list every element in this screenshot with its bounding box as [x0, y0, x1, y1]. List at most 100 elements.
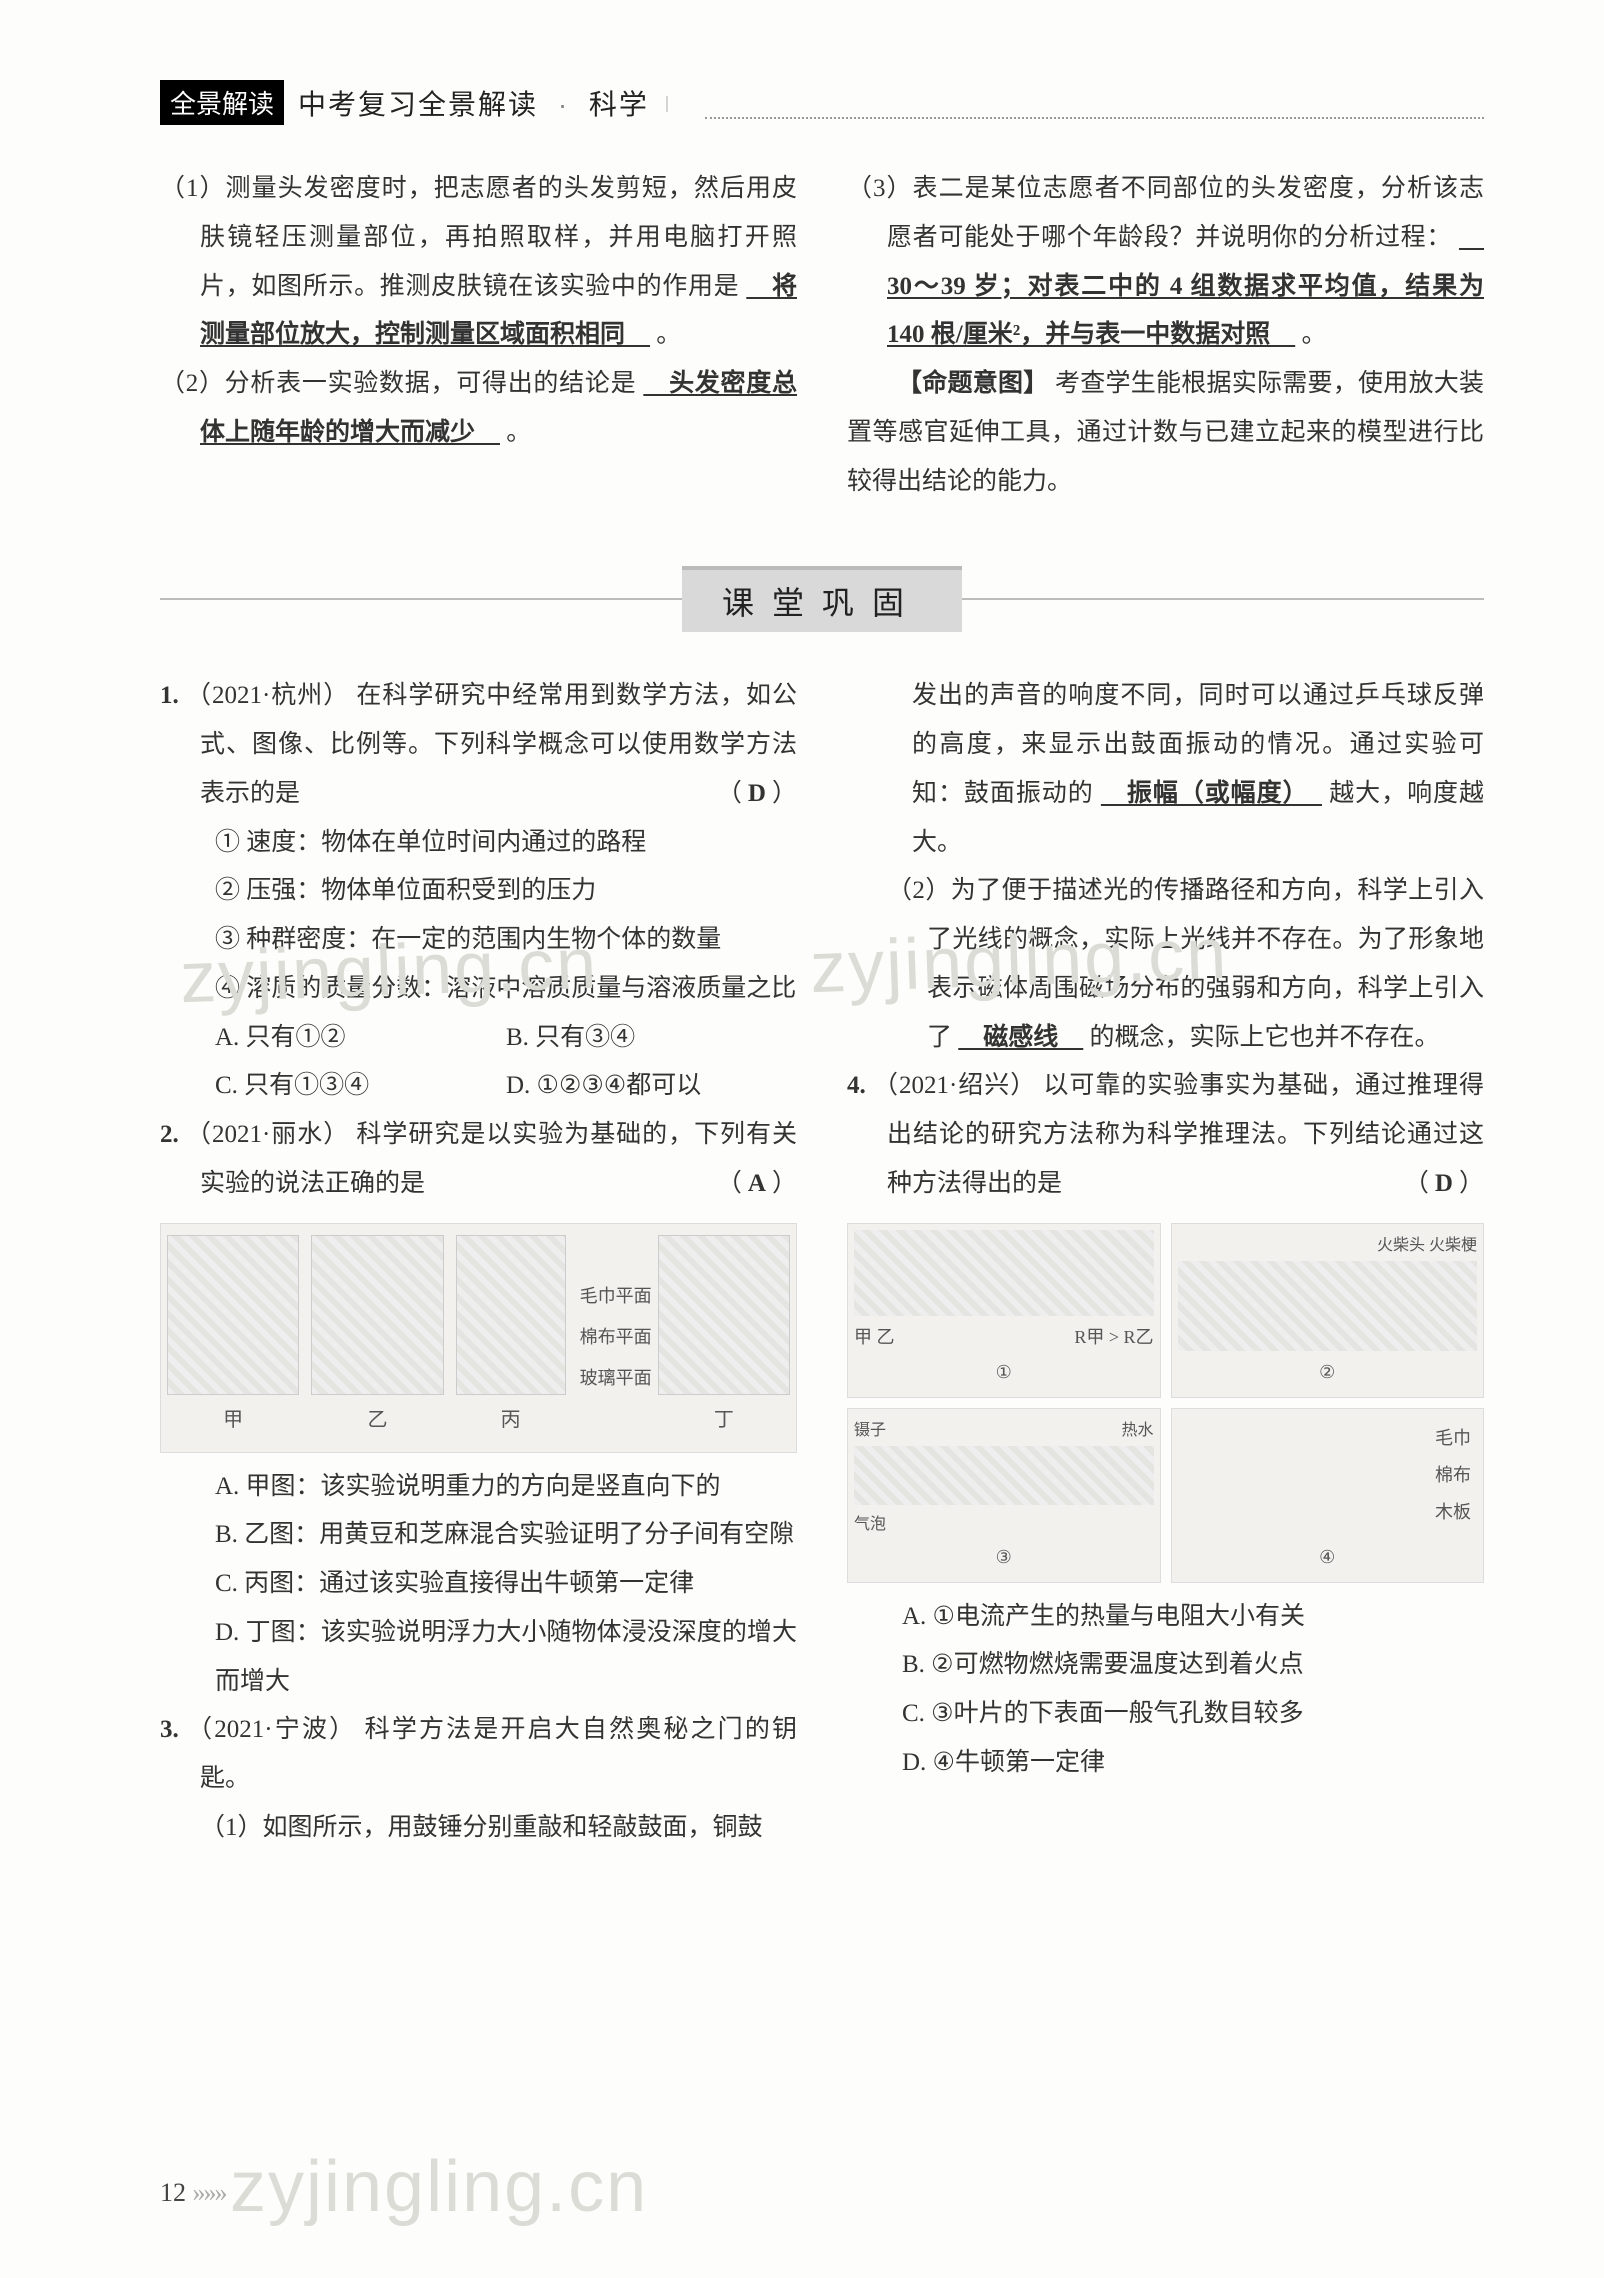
top-right-col: （3）表二是某位志愿者不同部位的头发密度，分析该志愿者可能处于哪个年龄段？并说明… [847, 165, 1484, 506]
q1-opt-c: C. 只有①③④ [215, 1062, 506, 1111]
q3-part1-answer: 振幅（或幅度） [1101, 780, 1322, 807]
q2-opt-b: B. 乙图：用黄豆和芝麻混合实验证明了分子间有空隙 [215, 1511, 797, 1560]
watermark: zyjingling.cn [230, 2146, 648, 2228]
header-title: 中考复习全景解读 · 科学 [298, 83, 649, 123]
q1-source: （2021·杭州） [186, 682, 349, 709]
q2-side-1: 毛巾平面 [580, 1279, 652, 1314]
q4-fig3-left: 镊子 [854, 1415, 886, 1446]
q1-statements: ① 速度：物体在单位时间内通过的路程 ② 压强：物体单位面积受到的压力 ③ 种群… [160, 819, 797, 1014]
q1-s1: ① 速度：物体在单位时间内通过的路程 [160, 819, 797, 868]
q4-fig-2: 火柴头 火柴梗 ② [1171, 1223, 1485, 1398]
q3-part1-cont: 发出的声音的响度不同，同时可以通过乒乓球反弹的高度，来显示出鼓面振动的情况。通过… [847, 672, 1484, 867]
page-number-arrows: »»» [193, 2178, 226, 2207]
q4-num: 4. [847, 1072, 866, 1099]
q2-side-3: 玻璃平面 [580, 1361, 652, 1396]
q1-s3: ③ 种群密度：在一定的范围内生物个体的数量 [160, 916, 797, 965]
top-left-col: （1）测量头发密度时，把志愿者的头发剪短，然后用皮肤镜轻压测量部位，再拍照取样，… [160, 165, 797, 506]
q4-fig4-label: ④ [1319, 1540, 1335, 1575]
ex-right-col: 发出的声音的响度不同，同时可以通过乒乓球反弹的高度，来显示出鼓面振动的情况。通过… [847, 672, 1484, 1852]
q2-fig-label-c: 丙 [501, 1409, 521, 1431]
header-pipe: ｜ [649, 91, 685, 115]
q4-fig3-label: ③ [996, 1540, 1012, 1575]
q4-fig1-label: ① [996, 1355, 1012, 1390]
q2-opt-c: C. 丙图：通过该实验直接得出牛顿第一定律 [215, 1560, 797, 1609]
item-3-lead: （3）表二是某位志愿者不同部位的头发密度，分析该志愿者可能处于哪个年龄段？并说明… [847, 175, 1484, 251]
q4-fig-1: 甲 乙 R甲 > R乙 ① [847, 1223, 1161, 1398]
q2-fig-b: 乙 [305, 1235, 449, 1440]
exercises: 1. （2021·杭州） 在科学研究中经常用到数学方法，如公式、图像、比例等。下… [160, 672, 1484, 1852]
page-header: 全景解读 中考复习全景解读 · 科学 ｜ [160, 80, 1484, 125]
item-1-tail: 。 [656, 321, 681, 348]
q2-answer-frame: （A） [757, 1160, 797, 1209]
item-3-tail: 。 [1301, 321, 1326, 348]
q4-figure: 甲 乙 R甲 > R乙 ① 火柴头 火柴梗 ② 镊子 热水 气 [847, 1223, 1484, 1583]
q2-side-2: 棉布平面 [580, 1320, 652, 1355]
q2-fig-d: 丁 [652, 1235, 796, 1440]
q4-fig2-label: ② [1319, 1355, 1335, 1390]
q4-source: （2021·绍兴） [873, 1072, 1036, 1099]
q1-opt-d: D. ①②③④都可以 [506, 1062, 797, 1111]
q1-num: 1. [160, 682, 179, 709]
header-sep: · [548, 89, 579, 120]
item-2: （2）分析表一实验数据，可得出的结论是 头发密度总体上随年龄的增大而减少 。 [160, 360, 797, 458]
q2-fig-label-d: 丁 [714, 1409, 734, 1431]
q2-num: 2. [160, 1121, 179, 1148]
q4-fig2-annot: 火柴头 火柴梗 [1178, 1230, 1478, 1261]
q1: 1. （2021·杭州） 在科学研究中经常用到数学方法，如公式、图像、比例等。下… [160, 672, 797, 818]
q1-s2: ② 压强：物体单位面积受到的压力 [160, 867, 797, 916]
q2-figure: 甲 乙 丙 毛巾平面 棉布平面 玻璃平面 丁 [160, 1223, 797, 1453]
header-title-right: 科学 [589, 89, 649, 120]
q3-part1-lead: （1）如图所示，用鼓锤分别重敲和轻敲鼓面，铜鼓 [160, 1804, 797, 1853]
ex-left-col: 1. （2021·杭州） 在科学研究中经常用到数学方法，如公式、图像、比例等。下… [160, 672, 797, 1852]
q2-fig-side-labels: 毛巾平面 棉布平面 玻璃平面 [572, 1279, 652, 1396]
q4-fig4-r3: 木板 [1435, 1495, 1471, 1530]
q2-answer: A [742, 1170, 772, 1197]
q3-part2-answer: 磁感线 [958, 1024, 1083, 1051]
q4: 4. （2021·绍兴） 以可靠的实验事实为基础，通过推理得出结论的研究方法称为… [847, 1062, 1484, 1208]
q4-answer-frame: （D） [1444, 1160, 1484, 1209]
q4-fig3-right: 热水 [1121, 1415, 1153, 1446]
q2-fig-label-b: 乙 [367, 1409, 387, 1431]
q2-opt-d: D. 丁图：该实验说明浮力大小随物体浸没深度的增大而增大 [215, 1609, 797, 1707]
q3-part2: （2）为了便于描述光的传播路径和方向，科学上引入了光线的概念，实际上光线并不存在… [847, 867, 1484, 1062]
q3-num: 3. [160, 1716, 179, 1743]
q2-opt-a: A. 甲图：该实验说明重力的方向是竖直向下的 [215, 1463, 797, 1512]
q4-answer: D [1429, 1170, 1459, 1197]
q2: 2. （2021·丽水） 科学研究是以实验为基础的，下列有关实验的说法正确的是 … [160, 1111, 797, 1209]
q1-s4: ④ 溶质的质量分数：溶液中溶质质量与溶液质量之比 [160, 965, 797, 1014]
q1-opt-a: A. 只有①② [215, 1014, 506, 1063]
q2-fig-label-a: 甲 [223, 1409, 243, 1431]
q4-opt-d: D. ④牛顿第一定律 [902, 1739, 1484, 1788]
q4-opt-b: B. ②可燃物燃烧需要温度达到着火点 [902, 1641, 1484, 1690]
page-number-value: 12 [160, 2178, 186, 2207]
q4-fig1-parts: 甲 乙 [854, 1320, 895, 1355]
q1-answer: D [742, 780, 772, 807]
q1-answer-frame: （D） [757, 770, 797, 819]
q3-source: （2021·宁波） [187, 1716, 356, 1743]
item-2-lead: （2）分析表一实验数据，可得出的结论是 [160, 370, 636, 397]
item-3: （3）表二是某位志愿者不同部位的头发密度，分析该志愿者可能处于哪个年龄段？并说明… [847, 165, 1484, 360]
item-2-tail: 。 [506, 419, 531, 446]
section-title: 课堂巩固 [682, 566, 962, 632]
q4-fig1-annot: R甲 > R乙 [1074, 1320, 1153, 1355]
intent-block: 【命题意图】 考查学生能根据实际需要，使用放大装置等感官延伸工具，通过计数与已建… [847, 360, 1484, 506]
q4-fig4-r2: 棉布 [1435, 1458, 1471, 1493]
item-1-lead: （1）测量头发密度时，把志愿者的头发剪短，然后用皮肤镜轻压测量部位，再拍照取样，… [160, 175, 797, 300]
intent-label: 【命题意图】 [897, 370, 1049, 397]
header-title-left: 中考复习全景解读 [298, 89, 538, 120]
q4-opt-a: A. ①电流产生的热量与电阻大小有关 [902, 1593, 1484, 1642]
q4-options: A. ①电流产生的热量与电阻大小有关 B. ②可燃物燃烧需要温度达到着火点 C.… [847, 1593, 1484, 1788]
q4-fig4-r1: 毛巾 [1435, 1421, 1471, 1456]
divider-line-left [160, 598, 682, 600]
section-divider: 课堂巩固 [160, 566, 1484, 632]
q4-opt-c: C. ③叶片的下表面一般气孔数目较多 [902, 1690, 1484, 1739]
q2-options: A. 甲图：该实验说明重力的方向是竖直向下的 B. 乙图：用黄豆和芝麻混合实验证… [160, 1463, 797, 1707]
item-1: （1）测量头发密度时，把志愿者的头发剪短，然后用皮肤镜轻压测量部位，再拍照取样，… [160, 165, 797, 360]
page: zyjingling.cn zyjingling.cn zyjingling.c… [0, 0, 1604, 2278]
q4-fig-3: 镊子 热水 气泡 ③ [847, 1408, 1161, 1583]
header-dotline [705, 117, 1484, 119]
divider-line-right [962, 598, 1484, 600]
page-number: 12 »»» [160, 2178, 226, 2208]
q2-fig-c: 丙 毛巾平面 棉布平面 玻璃平面 [450, 1235, 652, 1440]
q1-opt-b: B. 只有③④ [506, 1014, 797, 1063]
